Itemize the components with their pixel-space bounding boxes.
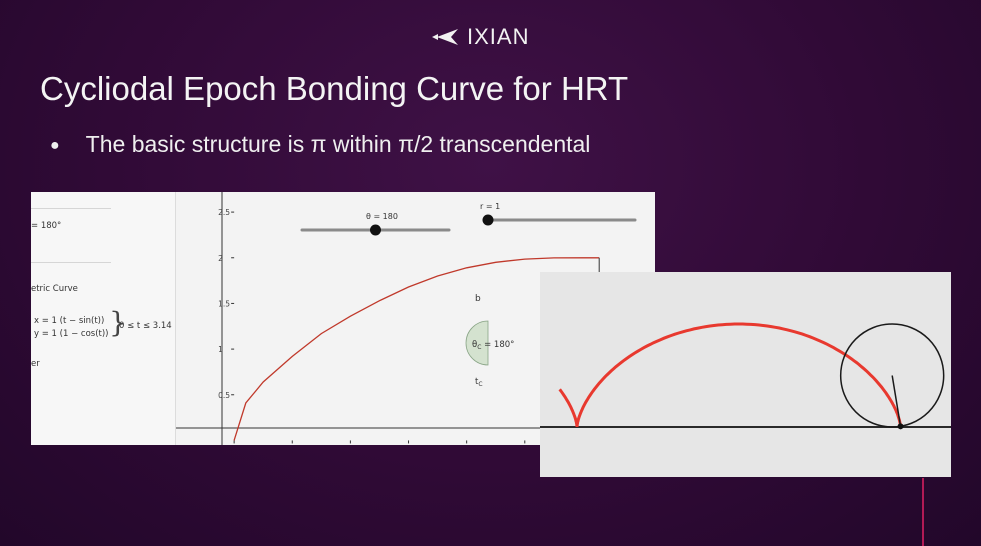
- angle-label-symbol: θ: [472, 340, 477, 350]
- algebra-range: 0 ≤ t ≤ 3.14: [119, 321, 172, 331]
- ixian-chevron-icon: [432, 29, 458, 45]
- algebra-y-equation: y = 1 (1 − cos(t)): [34, 329, 109, 339]
- angle-label-value: = 180°: [481, 340, 514, 350]
- point-label-b: b: [475, 294, 481, 304]
- algebra-brace: }: [109, 306, 127, 339]
- bullet-text: The basic structure is π within π/2 tran…: [85, 131, 591, 157]
- bullet-item: ● The basic structure is π within π/2 tr…: [50, 131, 590, 161]
- y-tick-label: 2: [218, 254, 223, 263]
- algebra-curve-label: etric Curve: [31, 284, 78, 294]
- rolling-circle: [839, 323, 945, 428]
- cycloid-curve: [233, 257, 600, 441]
- ixian-logo: IXIAN: [431, 24, 529, 50]
- cycloid-trace: [558, 322, 902, 427]
- point-label-tc-sub: C: [478, 381, 482, 388]
- algebra-partial-label: er: [31, 359, 40, 369]
- algebra-theta-value: = 180°: [31, 221, 62, 231]
- slide-title: Cycliodal Epoch Bonding Curve for HRT: [40, 70, 629, 107]
- y-tick-label: 1: [218, 345, 223, 354]
- algebra-view: = 180° etric Curve x = 1 (t − sin(t)) y …: [31, 192, 176, 445]
- algebra-x-equation: x = 1 (t − sin(t)): [34, 316, 105, 326]
- theta-slider-handle[interactable]: [370, 224, 381, 236]
- algebra-separator: [31, 262, 111, 263]
- angle-label-sub: C: [477, 344, 481, 351]
- y-tick-label: 1.5: [218, 299, 230, 308]
- theta-slider-label: θ = 180: [366, 212, 398, 221]
- y-tick-labels: 0.5 1 1.5 2 2.5: [218, 208, 235, 400]
- r-slider-label: r = 1: [480, 202, 500, 211]
- cycloid-canvas: [540, 322, 951, 430]
- angle-sector: [465, 320, 489, 366]
- point-label-tc-main: t: [475, 377, 479, 387]
- algebra-separator: [31, 208, 111, 209]
- angle-label: θC = 180°: [472, 340, 514, 351]
- r-slider-handle[interactable]: [482, 214, 494, 226]
- y-tick-label: 0.5: [218, 391, 230, 400]
- bullet-marker: ●: [50, 137, 60, 154]
- accent-line: [922, 478, 924, 546]
- point-label-tc: tC: [475, 377, 483, 388]
- radius-line: [891, 375, 902, 427]
- trace-point: [897, 423, 904, 430]
- logo-text: IXIAN: [467, 24, 530, 49]
- cycloid-animation-panel: [540, 272, 951, 477]
- y-tick-label: 2.5: [218, 208, 230, 217]
- graph-canvas[interactable]: 00.511.522.533.5 0.511.522.5 b θC = 180°…: [176, 192, 655, 445]
